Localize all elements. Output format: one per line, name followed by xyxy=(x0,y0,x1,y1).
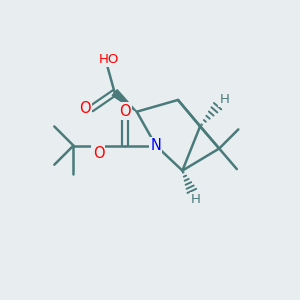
Polygon shape xyxy=(112,90,137,112)
Text: H: H xyxy=(219,93,229,106)
Text: H: H xyxy=(191,193,201,206)
Text: O: O xyxy=(119,103,131,118)
Text: HO: HO xyxy=(99,53,119,66)
Text: N: N xyxy=(151,138,161,153)
Text: O: O xyxy=(93,146,104,161)
Text: O: O xyxy=(79,101,90,116)
